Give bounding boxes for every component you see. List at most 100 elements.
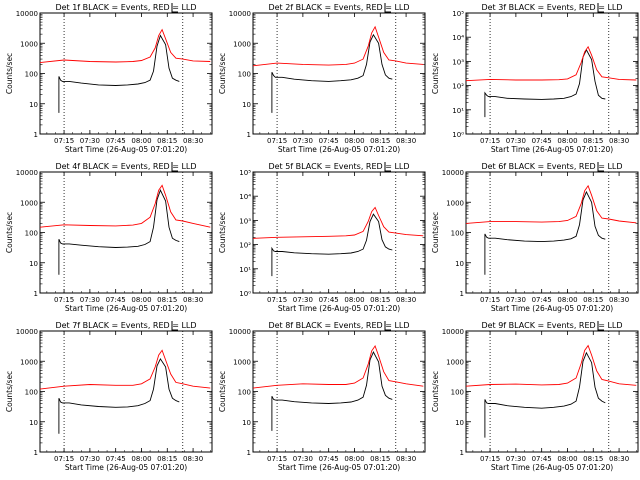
plot-frame [39, 330, 213, 453]
y-tick-label: 10¹ [452, 107, 464, 115]
x-tick-label: 07:15 [267, 455, 287, 463]
y-tick-label: 1 [34, 290, 38, 298]
panel-1: Det 1f BLACK = Events, RED = LLD 1 10 100 10… [5, 3, 213, 154]
x-tick-label: 08:30 [396, 296, 416, 304]
y-tick-label: 10² [452, 83, 464, 91]
events-series-line [271, 213, 393, 277]
y-tick-label: 1 [460, 449, 464, 457]
y-tick-label: 10⁰ [452, 131, 464, 139]
y-tick-label: 10 [29, 260, 38, 268]
panel-9: Det 9f BLACK = Events, RED = LLD 1 10 100 10… [431, 321, 639, 472]
title-marker [597, 3, 604, 13]
y-tick-label: 1 [247, 131, 251, 139]
y-tick-label: 10¹ [239, 266, 251, 274]
x-tick-label: 08:30 [183, 455, 203, 463]
lld-series-line [465, 344, 637, 387]
panel-title: Det 5f BLACK = Events, RED = LLD [268, 162, 409, 171]
x-tick-label: 07:45 [532, 137, 552, 145]
x-tick-label: 07:45 [106, 137, 126, 145]
x-tick-label: 07:45 [532, 296, 552, 304]
y-tick-label: 100 [238, 389, 251, 397]
y-tick-label: 1 [34, 449, 38, 457]
x-tick-label: 07:45 [319, 455, 339, 463]
y-tick-label: 1000 [20, 358, 38, 366]
x-tick-label: 08:00 [131, 455, 151, 463]
x-tick-label: 08:30 [609, 296, 629, 304]
panel-title: Det 3f BLACK = Events, RED = LLD [481, 3, 622, 12]
panel-title: Det 9f BLACK = Events, RED = LLD [481, 321, 622, 330]
events-series-line [484, 48, 606, 118]
y-tick-label: 10 [29, 419, 38, 427]
x-tick-label: 08:15 [370, 137, 390, 145]
y-axis-label: Counts/sec [431, 371, 440, 412]
panel-4: Det 4f BLACK = Events, RED = LLD 1 10 100 10… [5, 162, 213, 313]
x-tick-label: 07:15 [480, 137, 500, 145]
x-tick-label: 08:00 [557, 455, 577, 463]
panel-title: Det 1f BLACK = Events, RED = LLD [55, 3, 196, 12]
x-tick-label: 07:30 [506, 455, 526, 463]
events-series-line [271, 33, 393, 113]
x-axis-label: Start Time (26-Aug-05 07:01:20) [491, 304, 613, 313]
panel-title: Det 4f BLACK = Events, RED = LLD [55, 162, 196, 171]
title-marker [597, 162, 604, 172]
events-series-line [58, 189, 180, 275]
x-tick-label: 07:15 [480, 455, 500, 463]
y-axis-label: Counts/sec [5, 212, 14, 253]
x-tick-label: 07:30 [293, 455, 313, 463]
x-tick-label: 07:30 [506, 296, 526, 304]
panel-2: Det 2f BLACK = Events, RED = LLD 1 10 100 10… [218, 3, 426, 154]
y-tick-label: 1 [460, 290, 464, 298]
x-tick-label: 08:00 [131, 296, 151, 304]
y-tick-label: 10000 [229, 328, 251, 336]
x-tick-label: 08:00 [131, 137, 151, 145]
panel-3: Det 3f BLACK = Events, RED = LLD 10⁰ 10¹ 10… [431, 3, 639, 154]
y-tick-label: 10000 [16, 328, 38, 336]
lld-series-line [39, 184, 211, 228]
y-tick-label: 10 [455, 260, 464, 268]
lld-series-line [465, 45, 637, 82]
y-axis-label: Counts/sec [431, 212, 440, 253]
x-tick-label: 08:00 [344, 455, 364, 463]
y-tick-label: 1000 [20, 199, 38, 207]
y-tick-label: 10³ [452, 58, 464, 66]
x-axis-label: Start Time (26-Aug-05 07:01:20) [278, 145, 400, 154]
x-tick-label: 07:30 [80, 137, 100, 145]
events-series-line [58, 34, 180, 113]
y-tick-label: 1 [247, 449, 251, 457]
x-axis-label: Start Time (26-Aug-05 07:01:20) [491, 145, 613, 154]
x-tick-label: 08:15 [157, 137, 177, 145]
x-tick-label: 07:15 [54, 455, 74, 463]
plot-frame [252, 12, 426, 135]
x-axis-label: Start Time (26-Aug-05 07:01:20) [65, 463, 187, 472]
y-tick-label: 10⁰ [239, 290, 251, 298]
plot-frame [252, 330, 426, 453]
x-tick-label: 07:45 [532, 455, 552, 463]
x-tick-label: 08:30 [183, 137, 203, 145]
panel-title: Det 6f BLACK = Events, RED = LLD [481, 162, 622, 171]
y-tick-label: 10000 [229, 10, 251, 18]
panel-6: Det 6f BLACK = Events, RED = LLD 1 10 100 10… [431, 162, 639, 313]
title-marker [384, 3, 391, 13]
y-tick-label: 10 [455, 419, 464, 427]
x-tick-label: 08:00 [344, 137, 364, 145]
plot-frame [39, 171, 213, 294]
y-tick-label: 100 [238, 71, 251, 79]
x-tick-label: 08:30 [396, 455, 416, 463]
x-tick-label: 08:15 [157, 296, 177, 304]
lld-series-line [465, 184, 637, 224]
x-axis-label: Start Time (26-Aug-05 07:01:20) [278, 304, 400, 313]
y-axis-label: Counts/sec [218, 53, 227, 94]
events-series-line [271, 351, 393, 431]
plot-frame [39, 12, 213, 135]
x-tick-label: 08:15 [370, 455, 390, 463]
plot-frame [465, 171, 639, 294]
y-tick-label: 1 [34, 131, 38, 139]
x-tick-label: 08:00 [557, 296, 577, 304]
panel-7: Det 7f BLACK = Events, RED = LLD 1 10 100 10… [5, 321, 213, 472]
y-tick-label: 10⁴ [239, 193, 251, 201]
title-marker [171, 162, 178, 172]
panel-title: Det 7f BLACK = Events, RED = LLD [55, 321, 196, 330]
title-marker [384, 162, 391, 172]
x-axis-label: Start Time (26-Aug-05 07:01:20) [65, 145, 187, 154]
